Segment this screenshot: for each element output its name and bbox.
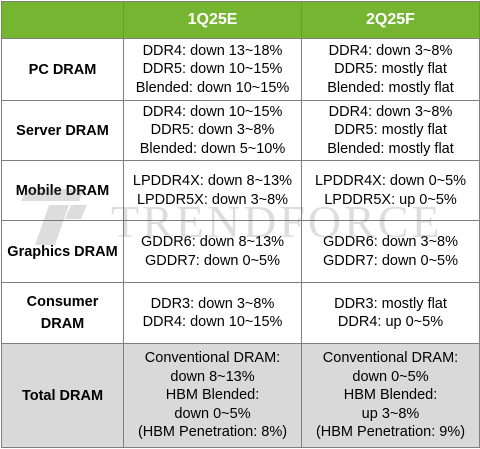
cell-line: DDR4: down 10~15%	[142, 314, 283, 330]
header-row: 1Q25E 2Q25F	[1, 1, 480, 39]
table-row: Graphics DRAM GDDR6: down 8~13% GDDR7: d…	[1, 220, 480, 283]
cell-line: Conventional DRAM:	[322, 350, 459, 367]
cell-line: HBM Blended:	[165, 387, 260, 404]
header-1q25e: 1Q25E	[123, 1, 302, 39]
cell-line: GDDR7: down 0~5%	[145, 252, 280, 269]
cell-line: (HBM Penetration: 8%)	[137, 424, 288, 441]
cell-line: GDDR6: down 8~13%	[140, 234, 285, 250]
table-row: Mobile DRAM LPDDR4X: down 8~13% LPDDR5X:…	[1, 160, 480, 221]
cell-line: LPDDR5X: up 0~5%	[324, 191, 457, 208]
cell-line: (HBM Penetration: 9%)	[315, 424, 466, 441]
cell-graphics-dram-1q25e: GDDR6: down 8~13% GDDR7: down 0~5%	[123, 220, 302, 283]
table-row: Server DRAM DDR4: down 10~15% DDR5: down…	[1, 100, 480, 161]
row-label-graphics-dram: Graphics DRAM	[1, 220, 124, 283]
row-label-server-dram: Server DRAM	[1, 100, 124, 161]
cell-consumer-dram-1q25e: DDR3: down 3~8% DDR4: down 10~15%	[123, 282, 302, 344]
cell-total-dram-1q25e: Conventional DRAM: down 8~13% HBM Blende…	[123, 343, 302, 448]
cell-server-dram-1q25e: DDR4: down 10~15% DDR5: down 3~8% Blende…	[123, 100, 302, 161]
row-label-line: Consumer	[26, 294, 99, 310]
cell-line: DDR5: mostly flat	[334, 122, 447, 139]
cell-line: LPDDR4X: down 0~5%	[314, 173, 467, 189]
cell-graphics-dram-2q25f: GDDR6: down 3~8% GDDR7: down 0~5%	[301, 220, 480, 283]
row-label-line: Mobile DRAM	[15, 182, 110, 199]
cell-line: DDR5: down 10~15%	[142, 61, 283, 78]
cell-line: HBM Blended:	[343, 387, 438, 404]
cell-line: DDR3: down 3~8%	[150, 295, 275, 312]
row-label-mobile-dram: Mobile DRAM	[1, 160, 124, 221]
cell-mobile-dram-2q25f: LPDDR4X: down 0~5% LPDDR5X: up 0~5%	[301, 160, 480, 221]
cell-pc-dram-2q25f: DDR4: down 3~8% DDR5: mostly flat Blende…	[301, 38, 480, 101]
table-row: Consumer DRAM DDR3: down 3~8% DDR4: down…	[1, 282, 480, 344]
row-label-pc-dram: PC DRAM	[1, 38, 124, 101]
row-label-line: Graphics DRAM	[7, 243, 118, 260]
cell-line: down 8~13%	[170, 368, 255, 385]
cell-line: DDR5: mostly flat	[334, 61, 447, 78]
cell-line: DDR5: down 3~8%	[150, 122, 275, 139]
cell-line: DDR4: down 10~15%	[142, 103, 283, 120]
row-label-line: PC DRAM	[28, 61, 97, 78]
cell-total-dram-2q25f: Conventional DRAM: down 0~5% HBM Blended…	[301, 343, 480, 448]
cell-line: Blended: mostly flat	[327, 79, 454, 96]
cell-line: DDR3: mostly flat	[334, 295, 447, 312]
row-label-consumer-dram: Consumer DRAM	[1, 282, 124, 344]
cell-line: Blended: mostly flat	[327, 140, 454, 157]
cell-line: LPDDR5X: down 3~8%	[136, 191, 289, 208]
table-row: PC DRAM DDR4: down 13~18% DDR5: down 10~…	[1, 38, 480, 101]
cell-line: down 0~5%	[352, 368, 429, 385]
cell-mobile-dram-1q25e: LPDDR4X: down 8~13% LPDDR5X: down 3~8%	[123, 160, 302, 221]
row-label-line: Server DRAM	[16, 122, 109, 139]
cell-server-dram-2q25f: DDR4: down 3~8% DDR5: mostly flat Blende…	[301, 100, 480, 161]
cell-line: DDR4: down 13~18%	[142, 42, 283, 59]
row-label-line: DRAM	[40, 316, 85, 332]
cell-line: up 3~8%	[361, 405, 420, 422]
cell-line: GDDR6: down 3~8%	[323, 234, 458, 250]
cell-line: down 0~5%	[174, 405, 251, 422]
cell-line: LPDDR4X: down 8~13%	[132, 173, 293, 189]
cell-line: DDR4: down 3~8%	[328, 103, 453, 120]
cell-line: Blended: down 10~15%	[135, 79, 290, 96]
cell-line: GDDR7: down 0~5%	[323, 252, 458, 269]
row-label-total-dram: Total DRAM	[1, 343, 124, 448]
cell-pc-dram-1q25e: DDR4: down 13~18% DDR5: down 10~15% Blen…	[123, 38, 302, 101]
cell-line: DDR4: up 0~5%	[337, 314, 444, 330]
table-row-total: Total DRAM Conventional DRAM: down 8~13%…	[1, 343, 480, 448]
header-2q25f: 2Q25F	[301, 1, 480, 39]
cell-consumer-dram-2q25f: DDR3: mostly flat DDR4: up 0~5%	[301, 282, 480, 344]
header-corner-cell	[1, 1, 124, 39]
cell-line: Blended: down 5~10%	[139, 140, 286, 157]
cell-line: DDR4: down 3~8%	[328, 42, 453, 59]
cell-line: Conventional DRAM:	[144, 350, 281, 367]
row-label-line: Total DRAM	[21, 387, 104, 404]
